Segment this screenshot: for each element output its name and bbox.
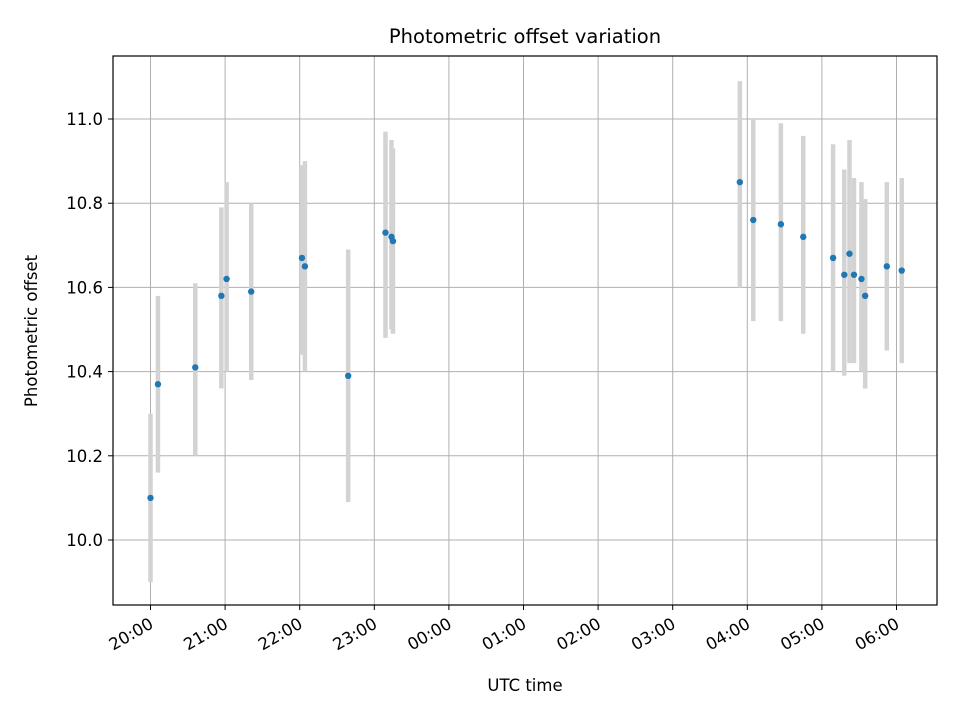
y-tick-label: 10.6 (66, 278, 103, 297)
y-tick-label: 10.0 (66, 531, 103, 550)
data-point (248, 288, 255, 295)
plot-frame (112, 55, 938, 606)
x-tick-label: 21:00 (180, 614, 231, 654)
grid-lines (113, 56, 937, 605)
x-tick-label: 23:00 (330, 614, 381, 654)
y-axis-label: Photometric offset (22, 254, 41, 407)
data-point (829, 254, 837, 262)
data-point (883, 263, 891, 270)
x-tick-label: 22:00 (255, 614, 306, 654)
error-bars (148, 81, 904, 583)
x-tick-label: 04:00 (703, 614, 754, 654)
data-point (298, 254, 306, 262)
x-tick-label: 20:00 (106, 614, 157, 654)
data-point (218, 292, 225, 300)
data-point (382, 229, 389, 236)
x-tick-label: 01:00 (479, 614, 530, 654)
x-tick-label: 05:00 (777, 614, 828, 654)
data-point (861, 292, 869, 300)
data-point (389, 237, 397, 245)
x-axis-ticks: 20:00 21:00 22:00 23:00 00:00 01:00 02:00 03:00… (106, 605, 903, 654)
data-point (750, 216, 757, 224)
data-points (147, 178, 905, 502)
data-point (154, 381, 162, 388)
y-tick-label: 10.4 (66, 363, 103, 382)
data-point (898, 267, 905, 274)
x-tick-label: 03:00 (628, 614, 679, 654)
data-point (858, 275, 865, 283)
data-point (223, 275, 230, 283)
y-tick-label: 10.8 (66, 194, 103, 213)
data-point (846, 250, 853, 257)
data-point (841, 271, 848, 278)
y-tick-label: 11.0 (66, 110, 103, 129)
data-point (777, 221, 785, 228)
x-tick-label: 02:00 (553, 614, 604, 654)
data-point (344, 372, 352, 380)
x-axis-label: UTC time (487, 676, 562, 695)
data-point (736, 178, 744, 186)
data-point (147, 494, 154, 502)
y-tick-label: 10.2 (66, 447, 103, 466)
data-point (192, 364, 199, 371)
chart-title: Photometric offset variation (389, 25, 661, 48)
data-point (800, 233, 807, 241)
x-tick-label: 00:00 (404, 614, 455, 654)
x-tick-label: 06:00 (852, 614, 903, 654)
y-axis-ticks: 10.0 10.2 10.4 10.6 10.8 11.0 (66, 110, 113, 550)
data-point (301, 263, 309, 270)
data-point (850, 271, 858, 278)
